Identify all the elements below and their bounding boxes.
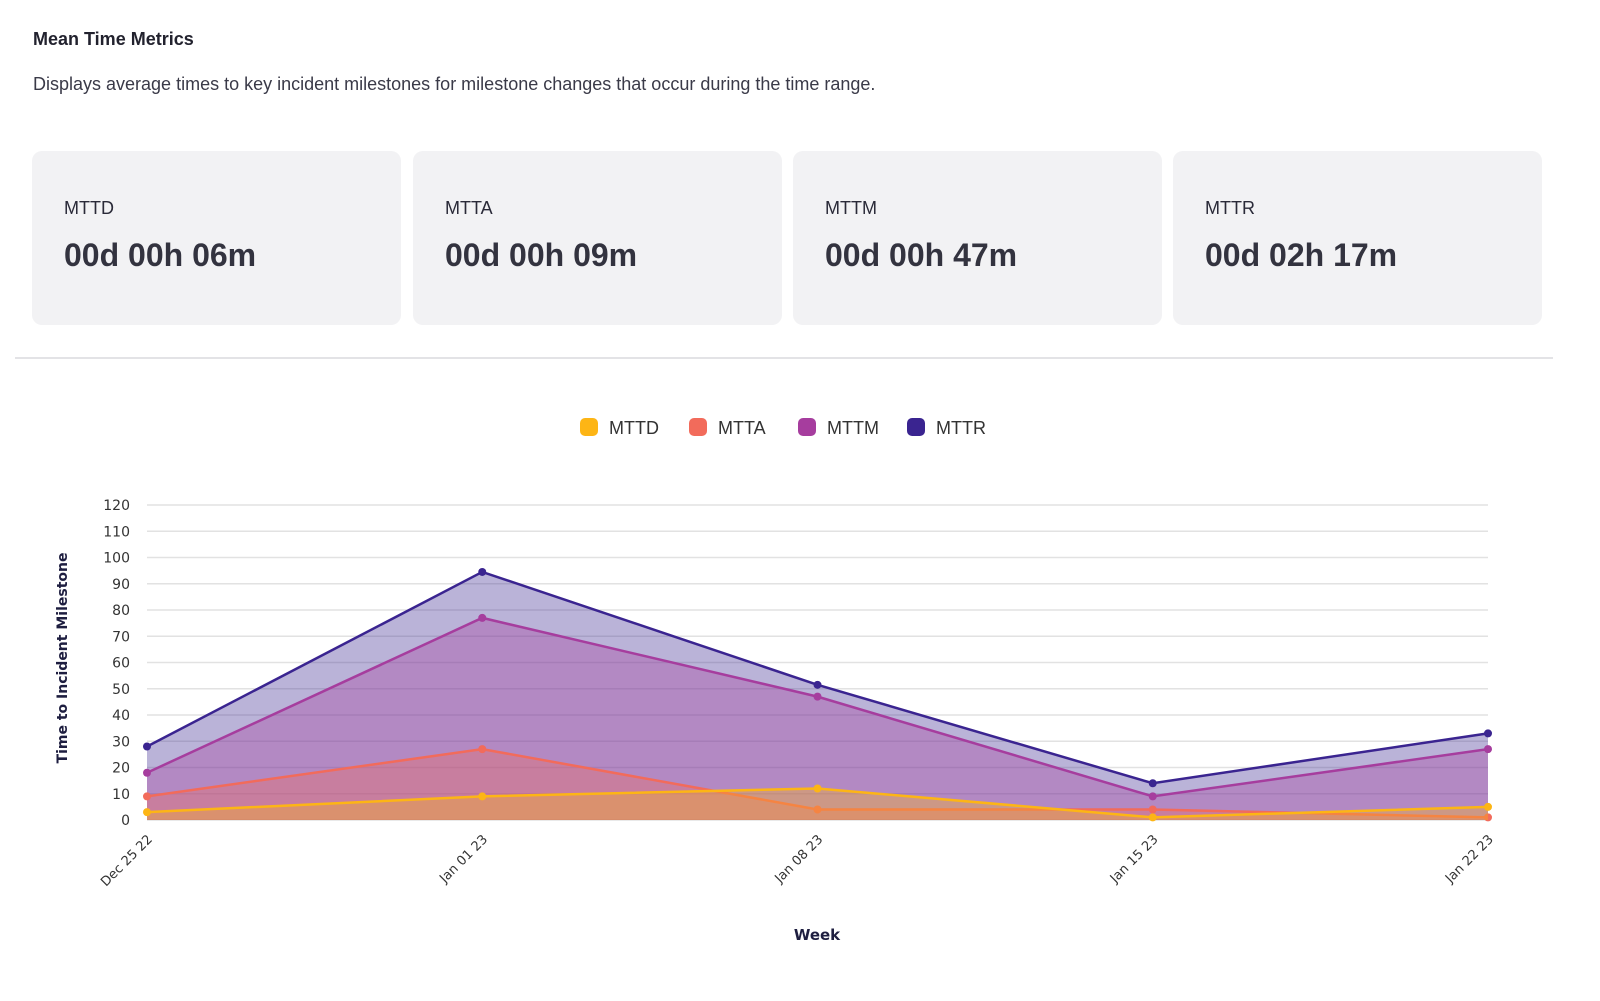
mttm-point xyxy=(143,768,151,777)
mttm-point xyxy=(1148,792,1157,801)
metric-card-mttm: MTTM 00d 00h 47m xyxy=(793,151,1162,325)
x-axis-title: Week xyxy=(794,926,841,944)
y-tick-label: 100 xyxy=(103,551,130,567)
y-tick-label: 70 xyxy=(112,629,130,645)
legend-item-mttd[interactable]: MTTD xyxy=(609,418,659,438)
mttd-point xyxy=(813,784,822,793)
y-tick-label: 10 xyxy=(112,787,130,803)
mttr-point xyxy=(478,567,487,576)
metric-value: 00d 00h 09m xyxy=(445,237,638,273)
mtta-point xyxy=(1484,813,1492,822)
mttr-point xyxy=(1484,729,1492,738)
mtta-point xyxy=(143,792,151,801)
x-tick-label: Jan 22 23 xyxy=(1442,832,1497,887)
mttd-point xyxy=(143,808,151,817)
y-tick-label: 50 xyxy=(112,682,130,698)
x-tick-label: Dec 25 22 xyxy=(98,832,156,890)
mttd-point xyxy=(1148,813,1157,822)
legend-item-mttm[interactable]: MTTM xyxy=(827,418,879,438)
y-tick-label: 110 xyxy=(103,524,130,540)
metric-value: 00d 00h 47m xyxy=(825,237,1018,273)
mttd-point xyxy=(1484,802,1492,811)
mttd-point xyxy=(478,792,487,801)
mttm-point xyxy=(1484,745,1492,754)
divider xyxy=(15,357,1553,359)
metric-label: MTTM xyxy=(825,198,877,218)
metric-value: 00d 02h 17m xyxy=(1205,237,1398,273)
y-tick-label: 20 xyxy=(112,761,130,777)
mttm-area xyxy=(147,617,1488,820)
metric-card-mttr: MTTR 00d 02h 17m xyxy=(1173,151,1542,325)
legend-item-mtta[interactable]: MTTA xyxy=(718,418,766,438)
mttr-point xyxy=(813,680,822,689)
mtta-point xyxy=(813,805,822,814)
legend-swatch-mttm[interactable] xyxy=(798,418,816,436)
y-tick-label: 40 xyxy=(112,708,130,724)
metric-card-mtta: MTTA 00d 00h 09m xyxy=(413,151,782,325)
mtta-area xyxy=(147,749,1488,820)
section-description: Displays average times to key incident m… xyxy=(33,74,876,94)
mttr-point xyxy=(1148,779,1157,788)
metric-card-mttd: MTTD 00d 00h 06m xyxy=(32,151,401,325)
mttm-point xyxy=(813,692,822,701)
mttm-point xyxy=(478,613,487,622)
y-tick-label: 30 xyxy=(112,734,130,750)
y-tick-label: 120 xyxy=(103,498,130,514)
metric-label: MTTR xyxy=(1205,198,1255,218)
legend-swatch-mtta[interactable] xyxy=(689,418,707,436)
mtta-point xyxy=(478,745,487,754)
y-tick-label: 60 xyxy=(112,656,130,672)
legend-swatch-mttd[interactable] xyxy=(580,418,598,436)
x-tick-label: Jan 08 23 xyxy=(772,832,827,887)
legend-item-mttr[interactable]: MTTR xyxy=(936,418,986,438)
x-tick-label: Jan 01 23 xyxy=(436,832,491,887)
mean-time-chart: 0 10 20 30 40 50 60 70 80 90 100 110 120 Dec 25 22 Jan… xyxy=(55,418,1497,944)
mtta-point xyxy=(1148,805,1157,814)
x-tick-label: Jan 15 23 xyxy=(1107,832,1162,887)
y-tick-label: 90 xyxy=(112,577,130,593)
metric-label: MTTA xyxy=(445,198,493,218)
y-tick-label: 80 xyxy=(112,603,130,619)
legend-swatch-mttr[interactable] xyxy=(907,418,925,436)
y-axis-title: Time to Incident Milestone xyxy=(55,553,71,764)
metric-label: MTTD xyxy=(64,198,114,218)
mttr-point xyxy=(143,742,151,751)
section-title: Mean Time Metrics xyxy=(33,29,194,49)
metric-value: 00d 00h 06m xyxy=(64,237,257,273)
y-tick-label: 0 xyxy=(121,813,130,829)
